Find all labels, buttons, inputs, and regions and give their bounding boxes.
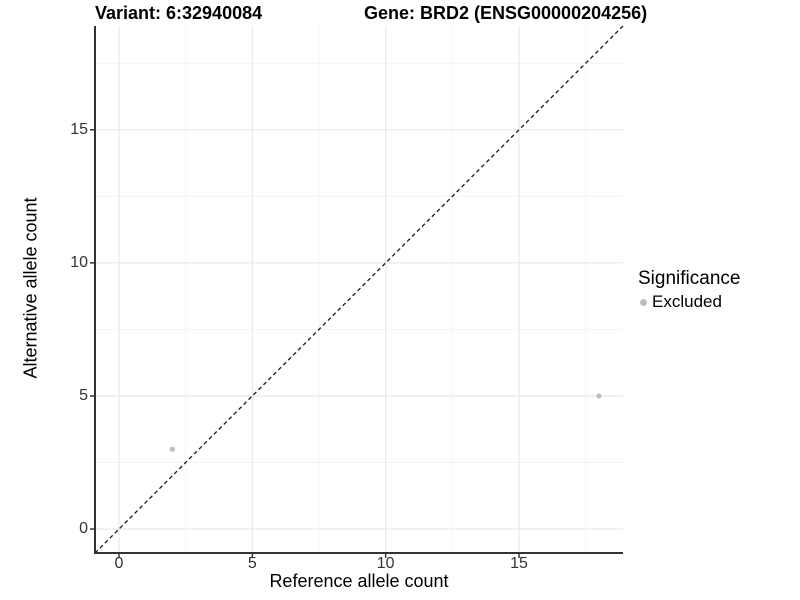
y-axis-title: Alternative allele count	[20, 197, 41, 379]
x-tick-label: 10	[376, 555, 395, 572]
legend: Significance Excluded	[638, 267, 740, 312]
x-tick-label: 0	[114, 555, 124, 572]
x-tick-label: 15	[510, 555, 528, 572]
y-tick-label: 0	[79, 520, 88, 538]
plot-title-gene: Gene: BRD2 (ENSG00000204256)	[364, 3, 648, 23]
y-tick-label: 10	[70, 253, 88, 271]
x-tick-label: 5	[247, 555, 257, 572]
y-tick-label: 15	[70, 120, 88, 138]
legend-item-label: Excluded	[652, 292, 722, 311]
plot-title-variant: Variant: 6:32940084	[95, 3, 263, 23]
legend-item-excluded: Excluded	[638, 292, 740, 312]
x-axis-title: Reference allele count	[269, 571, 449, 591]
data-point-excluded	[596, 393, 602, 399]
identity-reference-line	[94, 25, 624, 554]
y-tick-label: 5	[79, 386, 88, 404]
legend-key-dot-icon	[640, 298, 647, 306]
legend-title: Significance	[638, 268, 741, 289]
data-point-excluded	[169, 446, 175, 452]
